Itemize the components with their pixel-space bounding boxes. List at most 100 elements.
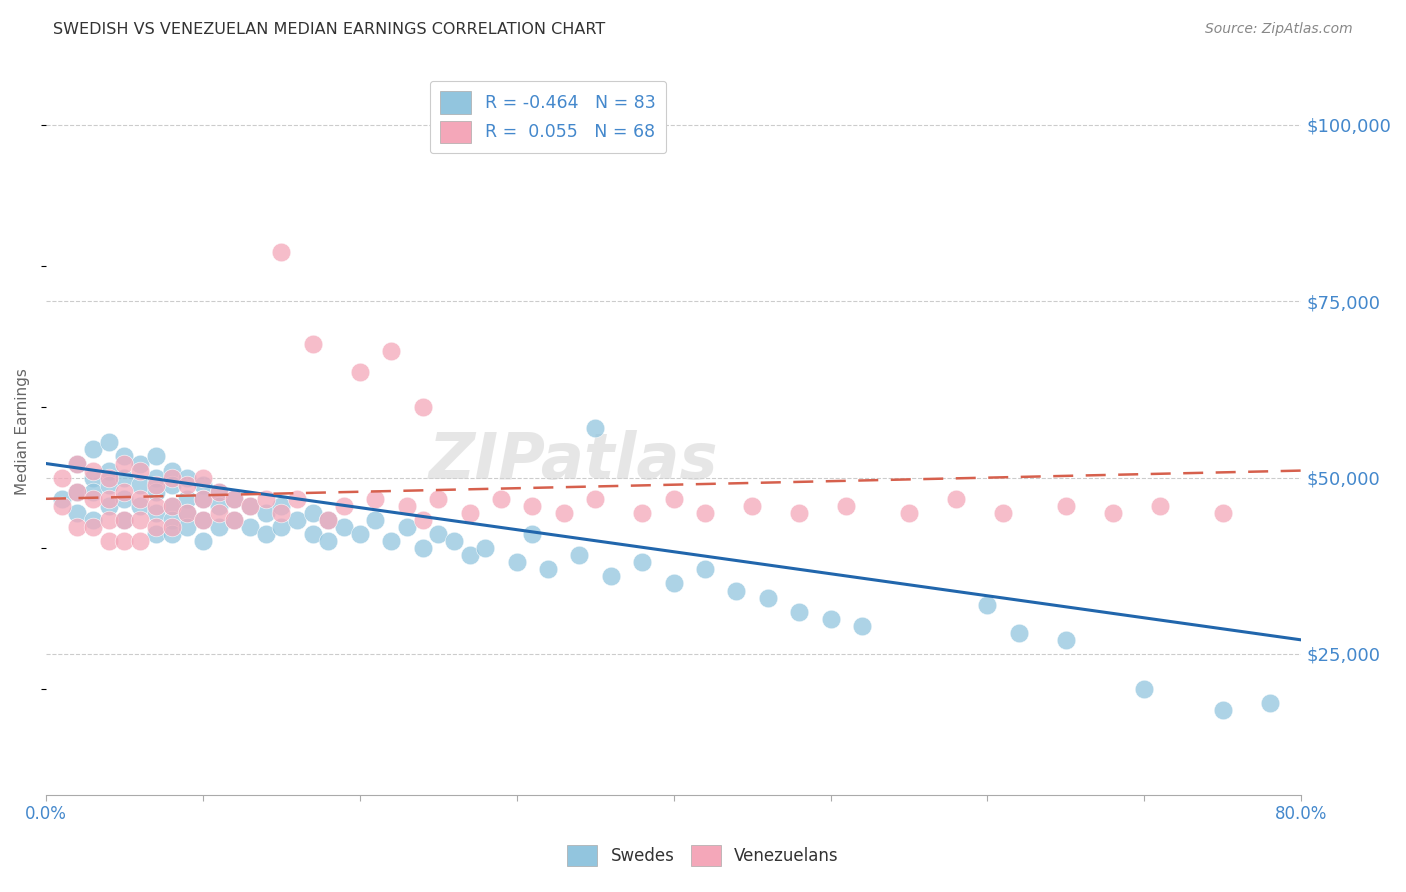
Point	[599, 569, 621, 583]
Legend: Swedes, Venezuelans: Swedes, Venezuelans	[561, 838, 845, 873]
Text: Source: ZipAtlas.com: Source: ZipAtlas.com	[1205, 22, 1353, 37]
Point	[318, 513, 340, 527]
Point	[51, 491, 73, 506]
Point	[160, 527, 183, 541]
Point	[412, 541, 434, 556]
Point	[129, 513, 152, 527]
Point	[82, 464, 104, 478]
Point	[489, 491, 512, 506]
Point	[176, 506, 198, 520]
Point	[160, 464, 183, 478]
Point	[176, 491, 198, 506]
Point	[129, 534, 152, 549]
Point	[301, 506, 323, 520]
Point	[51, 499, 73, 513]
Point	[97, 534, 120, 549]
Point	[112, 470, 135, 484]
Point	[239, 499, 262, 513]
Point	[112, 450, 135, 464]
Point	[412, 400, 434, 414]
Point	[145, 450, 167, 464]
Point	[380, 534, 402, 549]
Point	[412, 513, 434, 527]
Point	[820, 612, 842, 626]
Point	[976, 598, 998, 612]
Point	[318, 513, 340, 527]
Point	[66, 484, 89, 499]
Point	[522, 499, 544, 513]
Point	[191, 534, 214, 549]
Point	[364, 491, 387, 506]
Point	[97, 477, 120, 491]
Point	[82, 484, 104, 499]
Point	[1054, 499, 1077, 513]
Point	[835, 499, 858, 513]
Point	[270, 244, 292, 259]
Point	[756, 591, 779, 605]
Point	[82, 491, 104, 506]
Point	[207, 484, 229, 499]
Point	[224, 513, 246, 527]
Point	[145, 470, 167, 484]
Point	[333, 520, 356, 534]
Point	[191, 470, 214, 484]
Point	[145, 477, 167, 491]
Point	[97, 499, 120, 513]
Point	[662, 576, 685, 591]
Point	[66, 484, 89, 499]
Point	[82, 513, 104, 527]
Point	[112, 534, 135, 549]
Point	[301, 336, 323, 351]
Point	[458, 548, 481, 562]
Point	[349, 527, 371, 541]
Point	[1133, 682, 1156, 697]
Point	[474, 541, 496, 556]
Point	[176, 520, 198, 534]
Point	[129, 491, 152, 506]
Point	[991, 506, 1014, 520]
Point	[82, 520, 104, 534]
Point	[207, 499, 229, 513]
Point	[112, 457, 135, 471]
Point	[318, 534, 340, 549]
Point	[787, 605, 810, 619]
Point	[1008, 625, 1031, 640]
Point	[945, 491, 967, 506]
Point	[66, 506, 89, 520]
Point	[97, 513, 120, 527]
Point	[97, 470, 120, 484]
Point	[176, 477, 198, 491]
Point	[741, 499, 763, 513]
Point	[254, 527, 277, 541]
Point	[349, 365, 371, 379]
Point	[522, 527, 544, 541]
Point	[270, 499, 292, 513]
Point	[207, 520, 229, 534]
Point	[506, 555, 529, 569]
Point	[1212, 506, 1234, 520]
Point	[129, 464, 152, 478]
Point	[112, 484, 135, 499]
Point	[662, 491, 685, 506]
Point	[631, 555, 654, 569]
Point	[224, 491, 246, 506]
Point	[129, 499, 152, 513]
Point	[97, 464, 120, 478]
Point	[395, 520, 418, 534]
Point	[207, 506, 229, 520]
Point	[112, 491, 135, 506]
Point	[191, 477, 214, 491]
Point	[1258, 697, 1281, 711]
Point	[851, 619, 873, 633]
Point	[285, 513, 308, 527]
Point	[112, 513, 135, 527]
Legend: R = -0.464   N = 83, R =  0.055   N = 68: R = -0.464 N = 83, R = 0.055 N = 68	[430, 81, 666, 153]
Point	[333, 499, 356, 513]
Point	[129, 457, 152, 471]
Point	[364, 513, 387, 527]
Point	[553, 506, 575, 520]
Point	[427, 491, 450, 506]
Point	[254, 491, 277, 506]
Point	[270, 520, 292, 534]
Point	[725, 583, 748, 598]
